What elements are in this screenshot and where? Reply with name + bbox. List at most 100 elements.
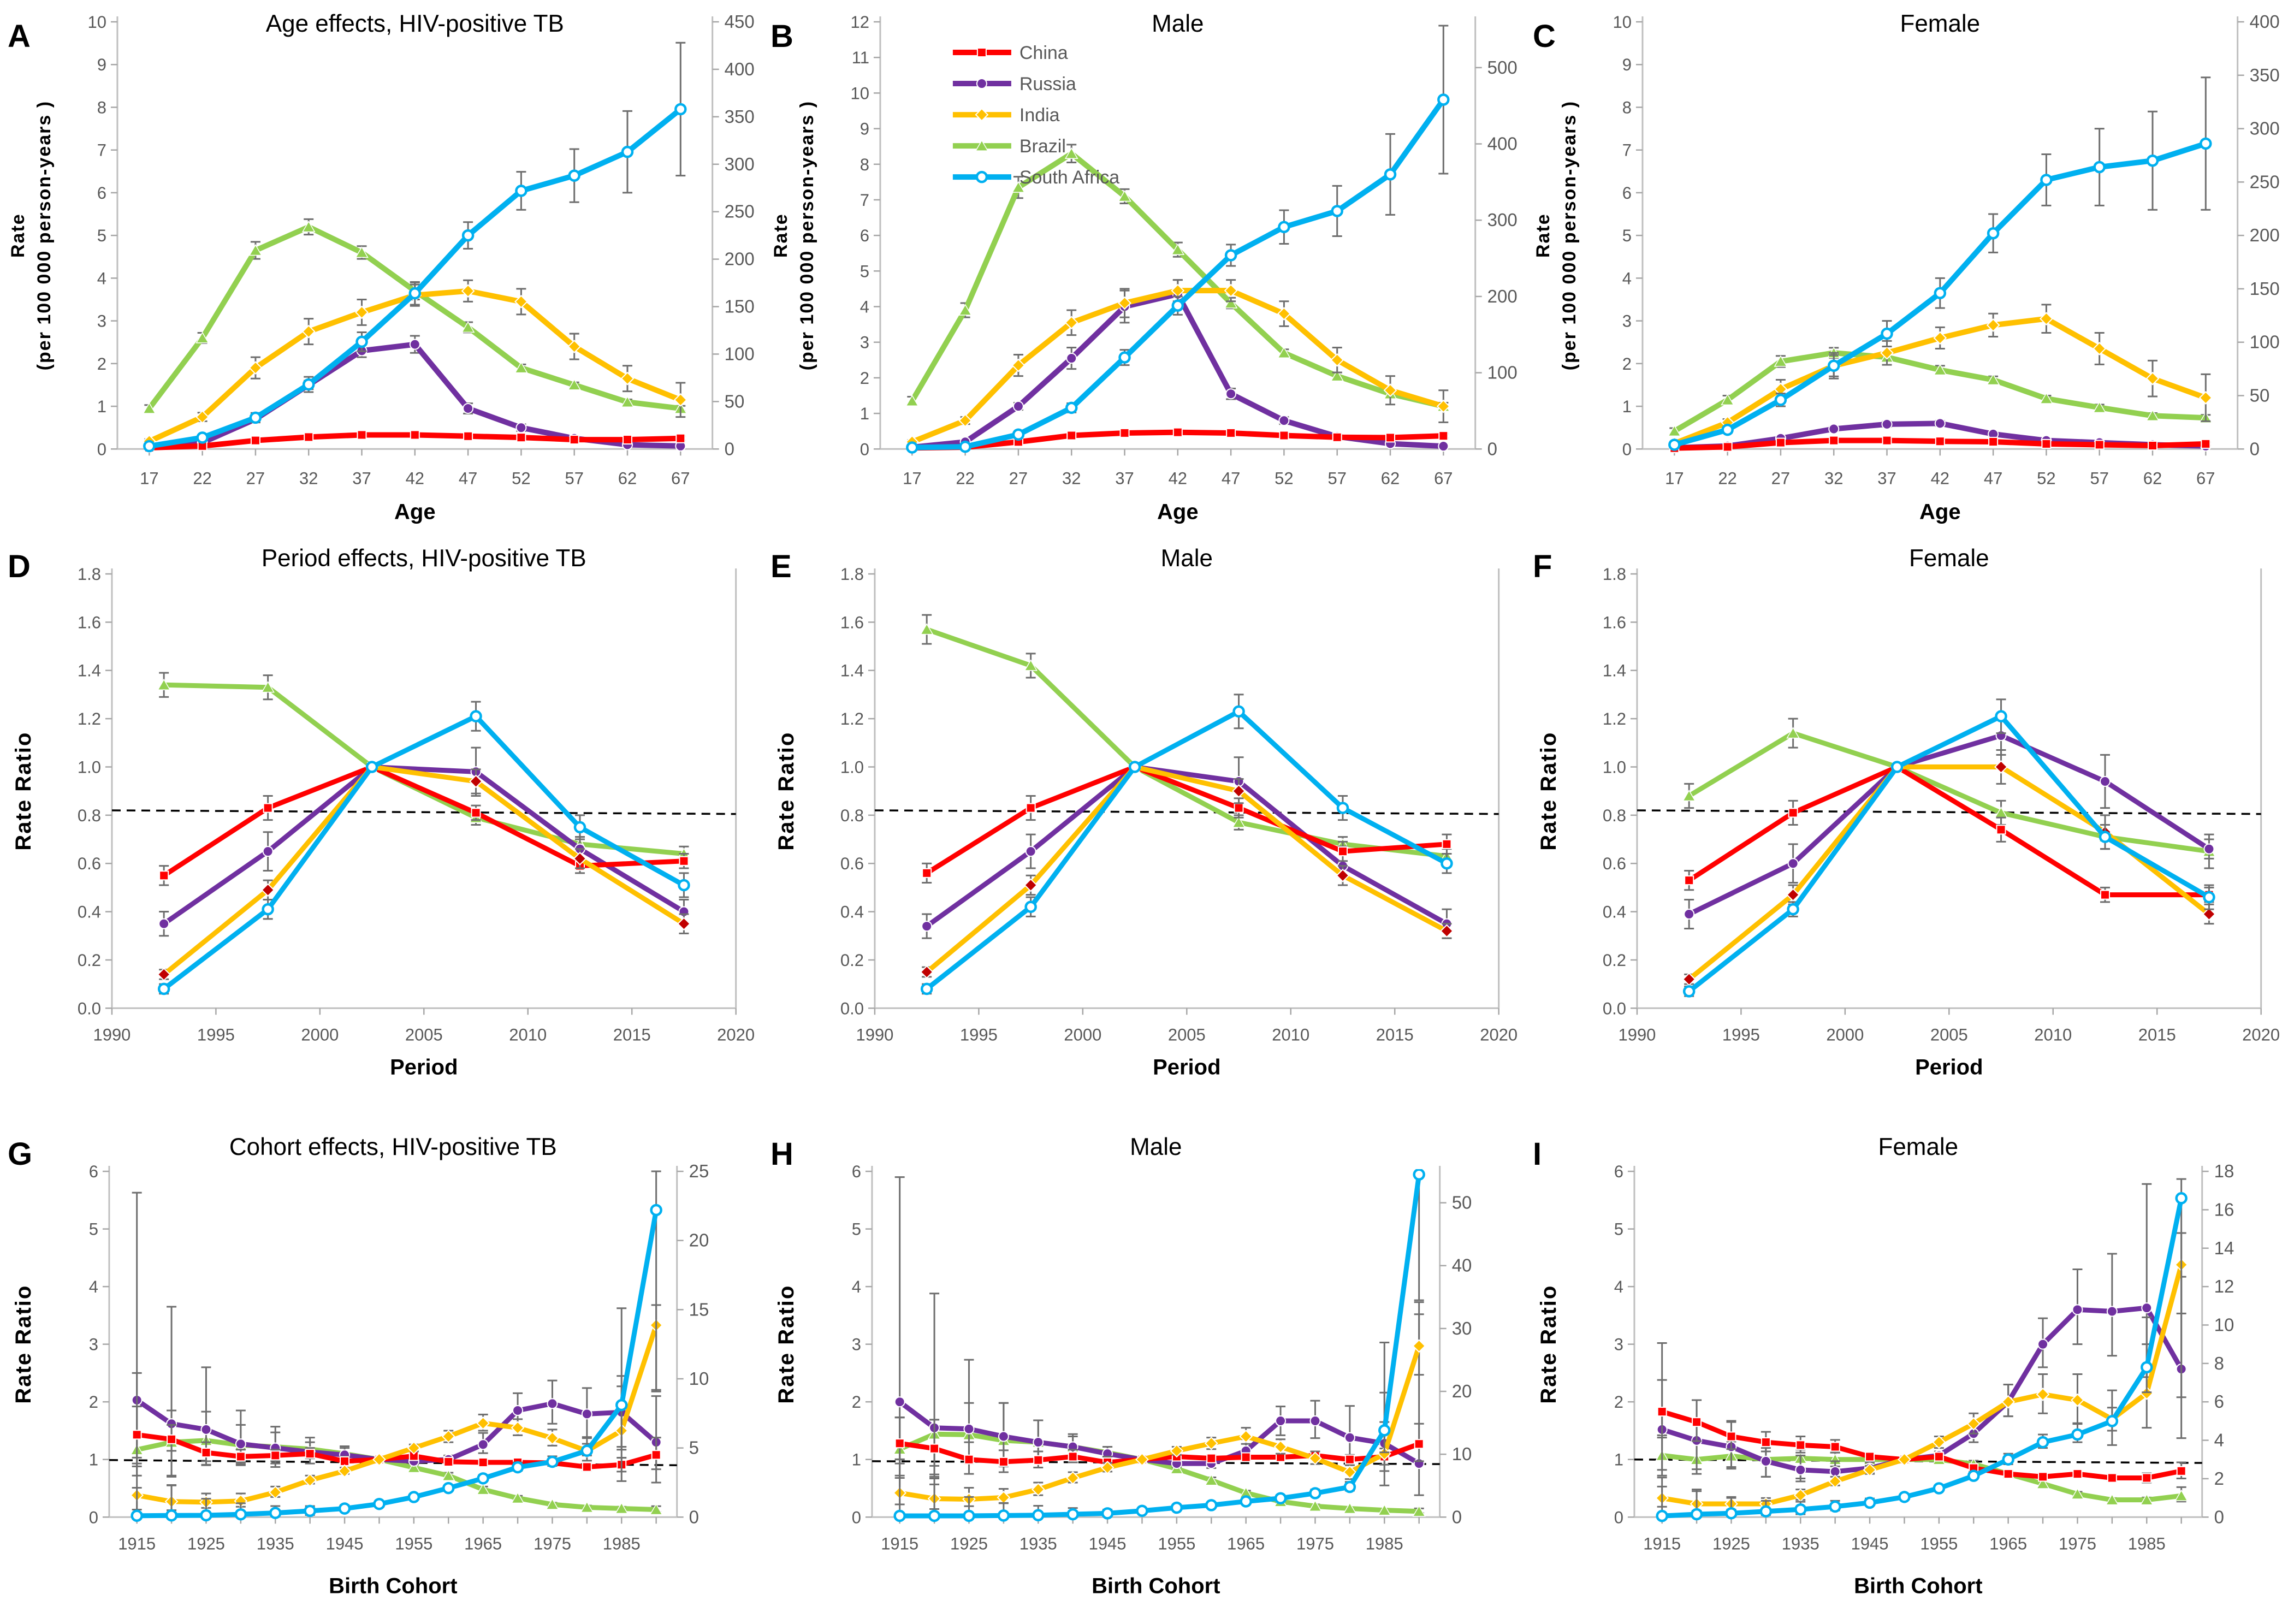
x-tick-label: 1975 [1296, 1534, 1334, 1553]
plot-area [1668, 76, 2213, 453]
left-tick-label: 1.4 [840, 661, 864, 680]
right-tick-label: 300 [725, 154, 755, 174]
left-tick-label: 4 [1622, 269, 1632, 288]
x-tick-label: 1965 [1990, 1534, 2028, 1553]
left-tick-label: 6 [851, 1162, 861, 1181]
marker-diamond [441, 1429, 455, 1443]
x-tick-label: 2000 [301, 1026, 339, 1045]
right-tick-label: 2 [2214, 1468, 2224, 1489]
left-tick-label: 1 [89, 1450, 98, 1469]
marker-diamond [261, 883, 275, 897]
left-tick-label: 1.0 [78, 758, 101, 777]
right-tick-label: 0 [2214, 1507, 2224, 1527]
marker-open-circle [1384, 168, 1396, 181]
right-tick-label: 300 [2250, 118, 2280, 139]
marker-diamond [567, 340, 582, 353]
series-china [159, 762, 689, 886]
left-tick-label: 9 [97, 55, 106, 74]
x-tick-label: 32 [1824, 469, 1843, 488]
marker-square [2107, 1473, 2118, 1483]
x-tick-label: 2020 [717, 1026, 755, 1045]
marker-open-circle [1656, 1509, 1669, 1522]
marker-diamond [958, 413, 972, 428]
x-tick-label: 57 [1327, 469, 1346, 488]
marker-square [976, 48, 987, 58]
marker-circle [1065, 353, 1077, 364]
series-china [144, 430, 686, 453]
left-tick-label: 2 [1622, 354, 1632, 374]
left-tick-label: 1.6 [78, 613, 101, 632]
marker-open-circle [1066, 1508, 1079, 1520]
marker-square [1438, 431, 1448, 441]
marker-open-circle [262, 903, 274, 916]
marker-open-circle [1668, 438, 1681, 451]
plot-area [920, 614, 1454, 995]
marker-diamond [1100, 1460, 1115, 1474]
x-tick-label: 1925 [1712, 1534, 1750, 1553]
marker-diamond [2036, 1387, 2050, 1401]
series-line [146, 224, 684, 411]
marker-triangle [1668, 424, 1681, 437]
x-tick-label: 22 [193, 469, 211, 488]
marker-square [1033, 1455, 1043, 1465]
series-india [1668, 304, 2213, 451]
marker-diamond [1383, 383, 1397, 398]
marker-open-circle [1118, 351, 1131, 364]
marker-square [2201, 438, 2211, 449]
series-line [134, 1397, 659, 1464]
marker-triangle [514, 361, 528, 374]
y-axis-label: (per 100 000 person-years ) [797, 100, 817, 370]
marker-square [1066, 430, 1076, 441]
marker-triangle [975, 139, 988, 151]
left-tick-label: 5 [851, 1219, 861, 1238]
left-tick-label: 4 [860, 298, 869, 317]
marker-open-circle [2093, 161, 2106, 174]
left-tick-label: 1 [97, 397, 106, 416]
right-tick-label: 200 [1487, 286, 1517, 306]
marker-diamond [2202, 907, 2216, 921]
marker-diamond [1031, 1482, 1045, 1496]
y-axis-label: Rate [1533, 213, 1554, 258]
marker-circle [158, 918, 170, 929]
marker-circle [1935, 418, 1946, 429]
marker-triangle [1224, 297, 1238, 309]
series-china [894, 1416, 1424, 1475]
marker-open-circle [580, 1444, 594, 1457]
marker-square [1788, 808, 1798, 818]
marker-triangle [1064, 147, 1078, 159]
marker-open-circle [1683, 985, 1696, 998]
marker-open-circle [928, 1509, 940, 1522]
x-tick-label: 22 [1718, 469, 1737, 488]
left-tick-label: 0.6 [1603, 855, 1626, 874]
marker-square [582, 1462, 592, 1472]
marker-open-circle [2040, 174, 2053, 186]
marker-square [1442, 839, 1452, 850]
x-tick-label: 62 [2143, 469, 2162, 488]
marker-open-circle [1881, 327, 1894, 340]
marker-triangle [1231, 816, 1246, 828]
legend-label: South Africa [1019, 167, 1119, 188]
marker-open-circle [1933, 1481, 1946, 1495]
left-tick-label: 1 [1614, 1450, 1623, 1469]
series-china [1684, 762, 2214, 903]
x-tick-label: 57 [565, 469, 583, 488]
marker-open-circle [1232, 705, 1245, 718]
marker-triangle [301, 220, 316, 233]
left-tick-label: 2 [1614, 1392, 1623, 1412]
series-line [924, 627, 1449, 859]
series-india [1682, 749, 2216, 987]
marker-triangle [1343, 1502, 1356, 1514]
x-tick-label: 2000 [1827, 1026, 1864, 1045]
marker-open-circle [2147, 154, 2159, 167]
right-tick-label: 40 [1451, 1255, 1472, 1275]
series-line [924, 764, 1449, 975]
marker-triangle [905, 394, 919, 407]
plot-area [1655, 1178, 2189, 1522]
panel-label: H [770, 1136, 793, 1172]
series-south-africa [131, 1170, 662, 1522]
series-line [1659, 1262, 2184, 1507]
y-axis-label: (per 100 000 person-years ) [1559, 100, 1580, 370]
marker-square [1657, 1406, 1667, 1416]
marker-square [478, 1457, 488, 1467]
marker-circle [1344, 1432, 1355, 1443]
